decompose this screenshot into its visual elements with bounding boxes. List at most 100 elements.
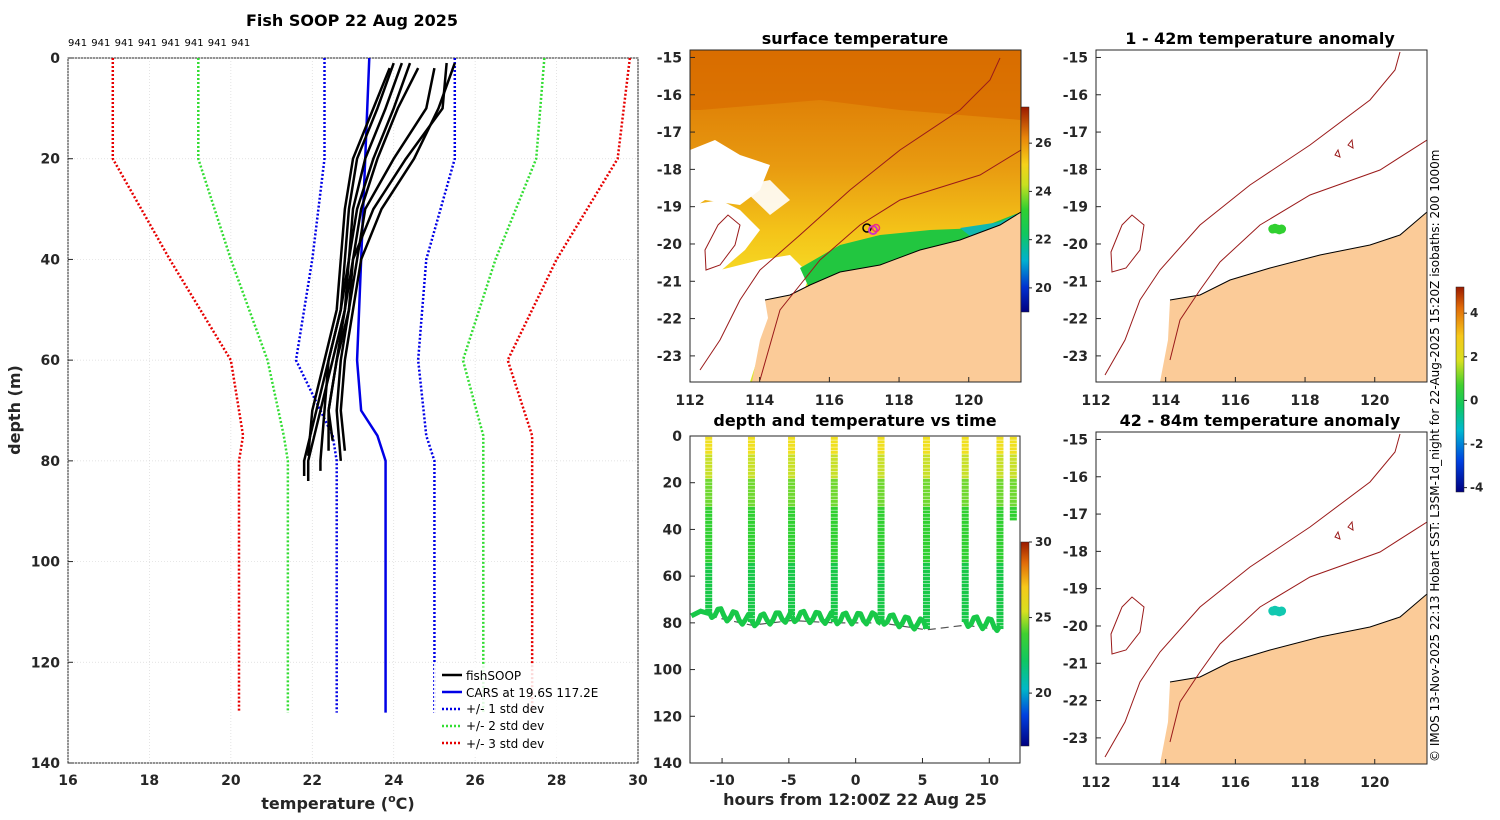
cast-sample: [747, 598, 755, 601]
cast-sample: [877, 598, 885, 601]
colorbar-tick-label: 26: [1035, 136, 1052, 150]
cast-sample: [830, 598, 838, 601]
cast-sample: [922, 619, 930, 623]
y-tick-label: -20: [657, 237, 683, 253]
cast-sample: [922, 559, 930, 563]
cast-sample: [747, 587, 755, 591]
profile-x-label: temperature (oC): [261, 792, 414, 813]
colorbar-tick-label: 20: [1035, 281, 1052, 295]
cast-sample: [788, 475, 796, 479]
x-tick-label: 120: [954, 393, 983, 409]
cast-sample: [788, 608, 796, 612]
cast-sample: [747, 461, 755, 465]
cast-sample: [877, 454, 885, 458]
cast-sample: [922, 590, 930, 594]
cast-sample: [747, 608, 755, 612]
cast-sample: [830, 562, 838, 566]
cast-sample: [996, 527, 1004, 531]
x-tick-label: 116: [1221, 775, 1250, 791]
y-tick-label: -23: [1063, 731, 1088, 747]
cast-sample: [996, 598, 1004, 601]
cast-sample: [877, 524, 885, 528]
y-tick-label: -16: [1063, 88, 1088, 104]
y-tick-label: -19: [1063, 200, 1088, 216]
anomaly-point: [1277, 224, 1287, 234]
cast-sample: [788, 583, 796, 587]
cruise-labels: 941 941 941 941 941 941 941 941: [68, 38, 250, 49]
cast-sample: [961, 527, 969, 531]
cast-sample: [877, 573, 885, 577]
cruise-label: 941: [138, 38, 157, 49]
colorbar-tick-label: 20: [1035, 686, 1052, 700]
cast-sample: [747, 559, 755, 563]
y-tick-label: -22: [1063, 312, 1088, 328]
cast-sample: [705, 548, 713, 552]
cast-sample: [961, 464, 969, 468]
cast-sample: [788, 457, 796, 461]
cast-sample: [877, 566, 885, 570]
cast-sample: [996, 605, 1004, 609]
y-tick-label: -22: [1063, 694, 1088, 710]
cast-sample: [705, 587, 713, 591]
cast-sample: [705, 478, 713, 482]
cast-sample: [788, 450, 796, 454]
anomaly-point: [1277, 606, 1287, 616]
cast-sample: [1009, 450, 1017, 454]
y-tick-label: 60: [41, 353, 61, 369]
y-tick-label: -23: [657, 349, 682, 365]
y-tick-label: 80: [41, 454, 61, 470]
cast-sample: [1009, 492, 1017, 496]
cast-sample: [996, 555, 1004, 559]
y-tick-label: 100: [653, 663, 682, 679]
cast-sample: [961, 583, 969, 587]
x-tick-label: 30: [628, 773, 648, 789]
cast-sample: [788, 520, 796, 524]
cast-sample: [922, 580, 930, 584]
cast-sample: [705, 454, 713, 458]
cast-sample: [830, 555, 838, 559]
cruise-label: 941: [68, 38, 87, 49]
tow-segment: [962, 614, 1003, 634]
bottom-depth-line: [708, 615, 1001, 631]
cast-sample: [996, 601, 1004, 605]
legend-cars: CARS at 19.6S 117.2E: [466, 686, 598, 700]
cast-sample: [996, 513, 1004, 517]
cast-sample: [961, 436, 969, 440]
cast-sample: [922, 454, 930, 458]
cast-sample: [747, 454, 755, 458]
cast-sample: [830, 608, 838, 612]
y-tick-label: -18: [1063, 544, 1088, 560]
cast-sample: [996, 548, 1004, 552]
cast-sample: [922, 594, 930, 598]
y-tick-label: 120: [31, 655, 60, 671]
x-tick-label: 120: [1360, 393, 1389, 409]
cast-sample: [788, 527, 796, 531]
cast-sample: [877, 527, 885, 531]
x-tick-label: 112: [1081, 775, 1110, 791]
cast-sample: [961, 513, 969, 517]
cast-sample: [788, 566, 796, 570]
cast-sample: [877, 576, 885, 580]
cast-sample: [705, 503, 713, 507]
y-tick-label: -17: [1063, 125, 1088, 141]
y-tick-label: -19: [1063, 582, 1088, 598]
cast-sample: [788, 534, 796, 538]
cast-sample: [877, 594, 885, 598]
cast-sample: [788, 440, 796, 444]
cast-sample: [996, 583, 1004, 587]
y-tick-label: 0: [672, 429, 682, 445]
cast-sample: [922, 499, 930, 503]
cast-sample: [961, 562, 969, 566]
cast-sample: [788, 461, 796, 465]
timeseries-y-ticks: 0 20 40 60 80 100 120 140: [653, 429, 695, 772]
cast-sample: [705, 583, 713, 587]
cast-sample: [830, 471, 838, 475]
tow-segment: [878, 612, 929, 632]
cast-sample: [747, 478, 755, 482]
anomaly-colorbar: [1455, 286, 1465, 493]
cast-sample: [705, 601, 713, 605]
cast-sample: [961, 615, 969, 619]
y-tick-label: -15: [657, 50, 682, 66]
cast-sample: [788, 443, 796, 447]
cast-sample: [922, 583, 930, 587]
